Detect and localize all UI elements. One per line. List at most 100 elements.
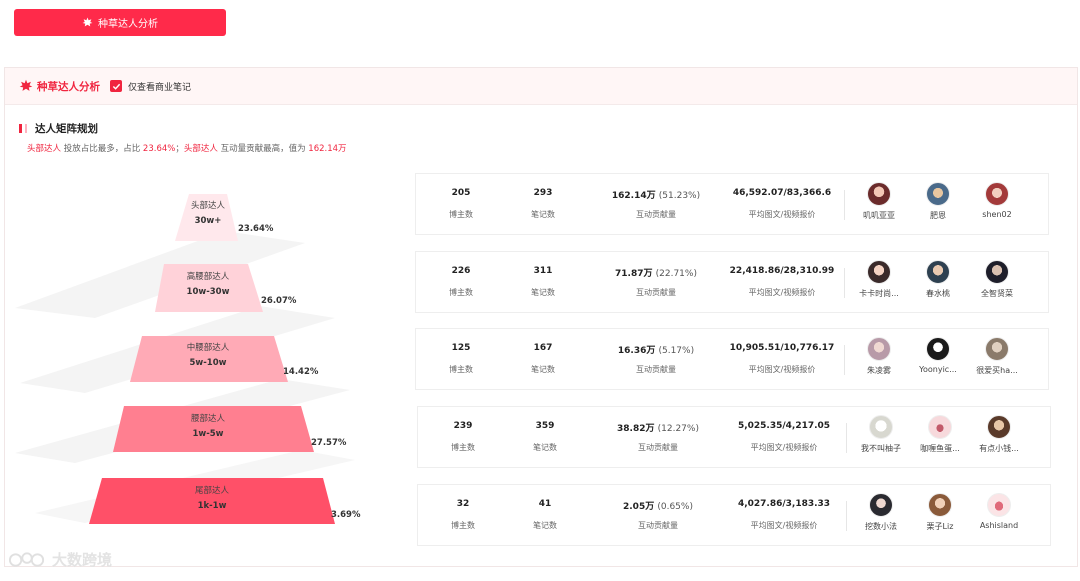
avatar[interactable] [987,415,1011,439]
tier-name: 尾部达人 [194,486,229,496]
avatar[interactable] [928,415,952,439]
bloggers-label: 博主数 [449,210,473,219]
creator-name[interactable]: Yoonyic... [919,365,957,374]
avatar[interactable] [869,415,893,439]
creator-card[interactable]: 肥恩 [911,182,965,221]
avatar[interactable] [926,337,950,361]
engagement-amount: 38.82万 [617,424,655,434]
summary-top-share: 23.64% [142,144,176,154]
engagement-share: (5.17%) [658,346,695,356]
creator-card[interactable]: 春水桃 [911,260,965,299]
bloggers-label: 博主数 [451,521,475,530]
funnel-tier-top [175,194,238,241]
row-divider [844,345,845,375]
bloggers-value: 125 [451,343,471,353]
seed-creator-analysis-label: 种草达人分析 [98,19,158,30]
price-value: 22,418.86/28,310.99 [729,266,835,276]
creator-name[interactable]: 很爱买ha... [976,366,1018,375]
creator-card[interactable]: 卡卡时尚... [852,260,906,299]
engagement-share: (22.71%) [655,269,697,279]
creator-name[interactable]: 叽叽亚亚 [863,211,895,220]
creator-card[interactable]: Yoonyic... [911,337,965,374]
tier-label-waist: 腰部达人 1w-5w [165,412,251,442]
engagement-share: (0.65%) [657,502,693,512]
creator-card[interactable]: 全智贤菜 [970,260,1024,299]
creator-funnel [15,194,355,524]
engagement-label: 互动贡献量 [636,210,676,219]
avatar[interactable] [928,493,952,517]
creator-card[interactable]: 有点小钱... [972,415,1026,454]
matrix-summary: 头部达人 投放占比最多，占比 23.64%；头部达人 互动量贡献最高，值为 16… [27,142,347,154]
creator-name[interactable]: 栗子Liz [926,522,954,531]
creator-card[interactable]: 栗子Liz [913,493,967,532]
tier-stats-row-waist: 239 博主数 359 笔记数 38.82万 (12.27%) 互动贡献量 5,… [417,406,1051,468]
notes-label: 笔记数 [531,365,555,374]
creator-name[interactable]: 咖喱鱼蛋... [920,444,960,453]
creator-analysis-panel: 种草达人分析 仅查看商业笔记 达人矩阵规划 头部达人 投放占比最多，占比 23.… [4,67,1078,567]
engagement-value: 162.14万 (51.23%) [596,188,716,201]
price-label: 平均图文/视频报价 [748,365,816,374]
maple-leaf-icon [82,17,93,27]
row-divider [844,190,845,220]
tier-label-tail: 尾部达人 1k-1w [169,484,255,514]
creator-name[interactable]: 朱凌雾 [867,366,891,375]
avatar[interactable] [985,337,1009,361]
checkmark-icon [112,83,120,90]
creator-card[interactable]: 很爱买ha... [970,337,1024,376]
engagement-amount: 16.36万 [617,346,656,356]
creator-name[interactable]: Ashisland [979,521,1019,530]
tier-range: 10w-30w [186,287,230,297]
engagement-cell: 16.36万 (5.17%) 互动贡献量 [596,329,716,389]
creator-name[interactable]: 春水桃 [926,289,950,298]
funnel-tier-waist [113,406,314,452]
creator-card[interactable]: 咖喱鱼蛋... [913,415,967,454]
notes-value: 167 [533,343,553,353]
tier-label-mid: 中腰部达人 5w-10w [165,341,251,371]
avatar[interactable] [987,493,1011,517]
commercial-notes-checkbox[interactable] [110,80,122,92]
avatar[interactable] [926,260,950,284]
creator-name[interactable]: shen02 [982,210,1012,219]
price-cell: 10,905.51/10,776.17 平均图文/视频报价 [726,329,838,389]
creator-name[interactable]: 卡卡时尚... [859,289,899,298]
notes-label: 笔记数 [533,443,557,452]
price-value: 4,027.86/3,183.33 [737,499,831,509]
creator-name[interactable]: 肥恩 [930,211,946,220]
creator-card[interactable]: 朱凌雾 [852,337,906,376]
avatar[interactable] [869,493,893,517]
creator-card[interactable]: Ashisland [972,493,1026,530]
creator-name[interactable]: 挖数小法 [865,522,897,531]
summary-top-tier: 头部达人 [27,144,62,154]
creator-card[interactable]: 叽叽亚亚 [852,182,906,221]
bloggers-label: 博主数 [451,443,475,452]
creator-name[interactable]: 全智贤菜 [981,289,1013,298]
avatar[interactable] [867,260,891,284]
creator-card[interactable]: 挖数小法 [854,493,908,532]
funnel-tier-upper-mid [155,264,263,312]
avatar[interactable] [867,182,891,206]
creator-name[interactable]: 有点小钱... [979,444,1019,453]
price-value: 10,905.51/10,776.17 [729,343,835,353]
avatar[interactable] [985,182,1009,206]
avatar[interactable] [867,337,891,361]
funnel-tier-mid [130,336,288,382]
notes-cell: 293 笔记数 [508,174,578,234]
bloggers-value: 239 [453,421,473,431]
notes-value: 41 [538,499,552,509]
notes-value: 311 [533,266,553,276]
creator-name[interactable]: 我不叫柚子 [861,444,901,453]
creator-card[interactable]: shen02 [970,182,1024,219]
price-label: 平均图文/视频报价 [750,443,818,452]
seed-creator-analysis-button[interactable]: 种草达人分析 [14,9,226,36]
bloggers-value: 32 [456,499,470,509]
section-title: 达人矩阵规划 [19,121,98,136]
avatar[interactable] [926,182,950,206]
price-cell: 5,025.35/4,217.05 平均图文/视频报价 [728,407,840,467]
bloggers-cell: 205 博主数 [426,174,496,234]
commercial-notes-label[interactable]: 仅查看商业笔记 [128,82,192,93]
avatar[interactable] [985,260,1009,284]
bloggers-cell: 239 博主数 [428,407,498,467]
engagement-amount: 71.87万 [615,269,653,279]
creator-card[interactable]: 我不叫柚子 [854,415,908,454]
notes-label: 笔记数 [533,521,557,530]
